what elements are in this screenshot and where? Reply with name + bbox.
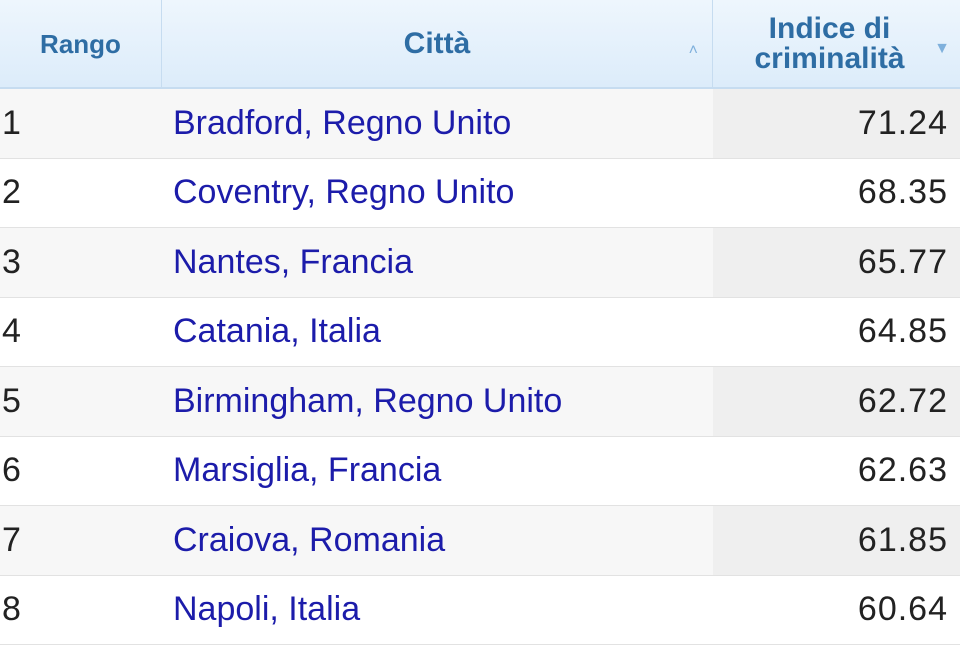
column-header-rank[interactable]: Rango bbox=[0, 0, 162, 87]
caret-down-icon: ▼ bbox=[934, 40, 950, 57]
column-header-crime-index-line2: criminalità bbox=[754, 41, 905, 75]
rank-cell: 6 bbox=[2, 451, 21, 490]
column-header-city[interactable]: Città ˄ bbox=[162, 0, 713, 87]
crime-index-cell: 64.85 bbox=[713, 297, 960, 366]
city-link[interactable]: Birmingham, Regno Unito bbox=[173, 381, 563, 420]
crime-index-cell: 65.77 bbox=[713, 228, 960, 297]
table-row: 5 Birmingham, Regno Unito 62.72 bbox=[0, 367, 960, 437]
table-row: 7 Craiova, Romania 61.85 bbox=[0, 506, 960, 576]
city-link[interactable]: Napoli, Italia bbox=[173, 590, 361, 629]
city-link[interactable]: Craiova, Romania bbox=[173, 520, 446, 559]
rank-cell: 4 bbox=[2, 312, 21, 351]
crime-index-cell: 71.24 bbox=[713, 89, 960, 158]
rank-cell: 1 bbox=[2, 103, 21, 142]
table-row: 8 Napoli, Italia 60.64 bbox=[0, 575, 960, 645]
table-row: 2 Coventry, Regno Unito 68.35 bbox=[0, 158, 960, 228]
table-row: 4 Catania, Italia 64.85 bbox=[0, 297, 960, 367]
column-header-crime-index-line1: Indice di bbox=[768, 11, 891, 45]
table-row: 6 Marsiglia, Francia 62.63 bbox=[0, 436, 960, 506]
rank-cell: 5 bbox=[2, 381, 21, 420]
crime-index-cell: 61.85 bbox=[713, 506, 960, 575]
chevron-up-icon: ˄ bbox=[688, 42, 698, 59]
city-link[interactable]: Bradford, Regno Unito bbox=[173, 103, 512, 142]
city-link[interactable]: Marsiglia, Francia bbox=[173, 451, 442, 490]
crime-index-cell: 62.63 bbox=[713, 436, 960, 505]
crime-index-cell: 62.72 bbox=[713, 367, 960, 436]
column-header-crime-index[interactable]: Indice di criminalità ▼ bbox=[713, 0, 960, 87]
table-row: 3 Nantes, Francia 65.77 bbox=[0, 228, 960, 298]
table-row: 1 Bradford, Regno Unito 71.24 bbox=[0, 89, 960, 159]
rank-cell: 3 bbox=[2, 242, 21, 281]
city-link[interactable]: Nantes, Francia bbox=[173, 242, 413, 281]
table-body: 1 Bradford, Regno Unito 71.24 2 Coventry… bbox=[0, 89, 960, 645]
rank-cell: 7 bbox=[2, 520, 21, 559]
column-header-crime-index-label: Indice di criminalità bbox=[754, 11, 905, 75]
city-link[interactable]: Catania, Italia bbox=[173, 312, 381, 351]
table-header: Rango Città ˄ Indice di criminalità ▼ bbox=[0, 0, 960, 89]
rank-cell: 2 bbox=[2, 173, 21, 212]
column-header-city-label: Città bbox=[403, 26, 471, 60]
crime-index-cell: 68.35 bbox=[713, 158, 960, 227]
city-link[interactable]: Coventry, Regno Unito bbox=[173, 173, 515, 212]
column-header-rank-label: Rango bbox=[40, 28, 121, 59]
rank-cell: 8 bbox=[2, 590, 21, 629]
crime-index-cell: 60.64 bbox=[713, 575, 960, 644]
